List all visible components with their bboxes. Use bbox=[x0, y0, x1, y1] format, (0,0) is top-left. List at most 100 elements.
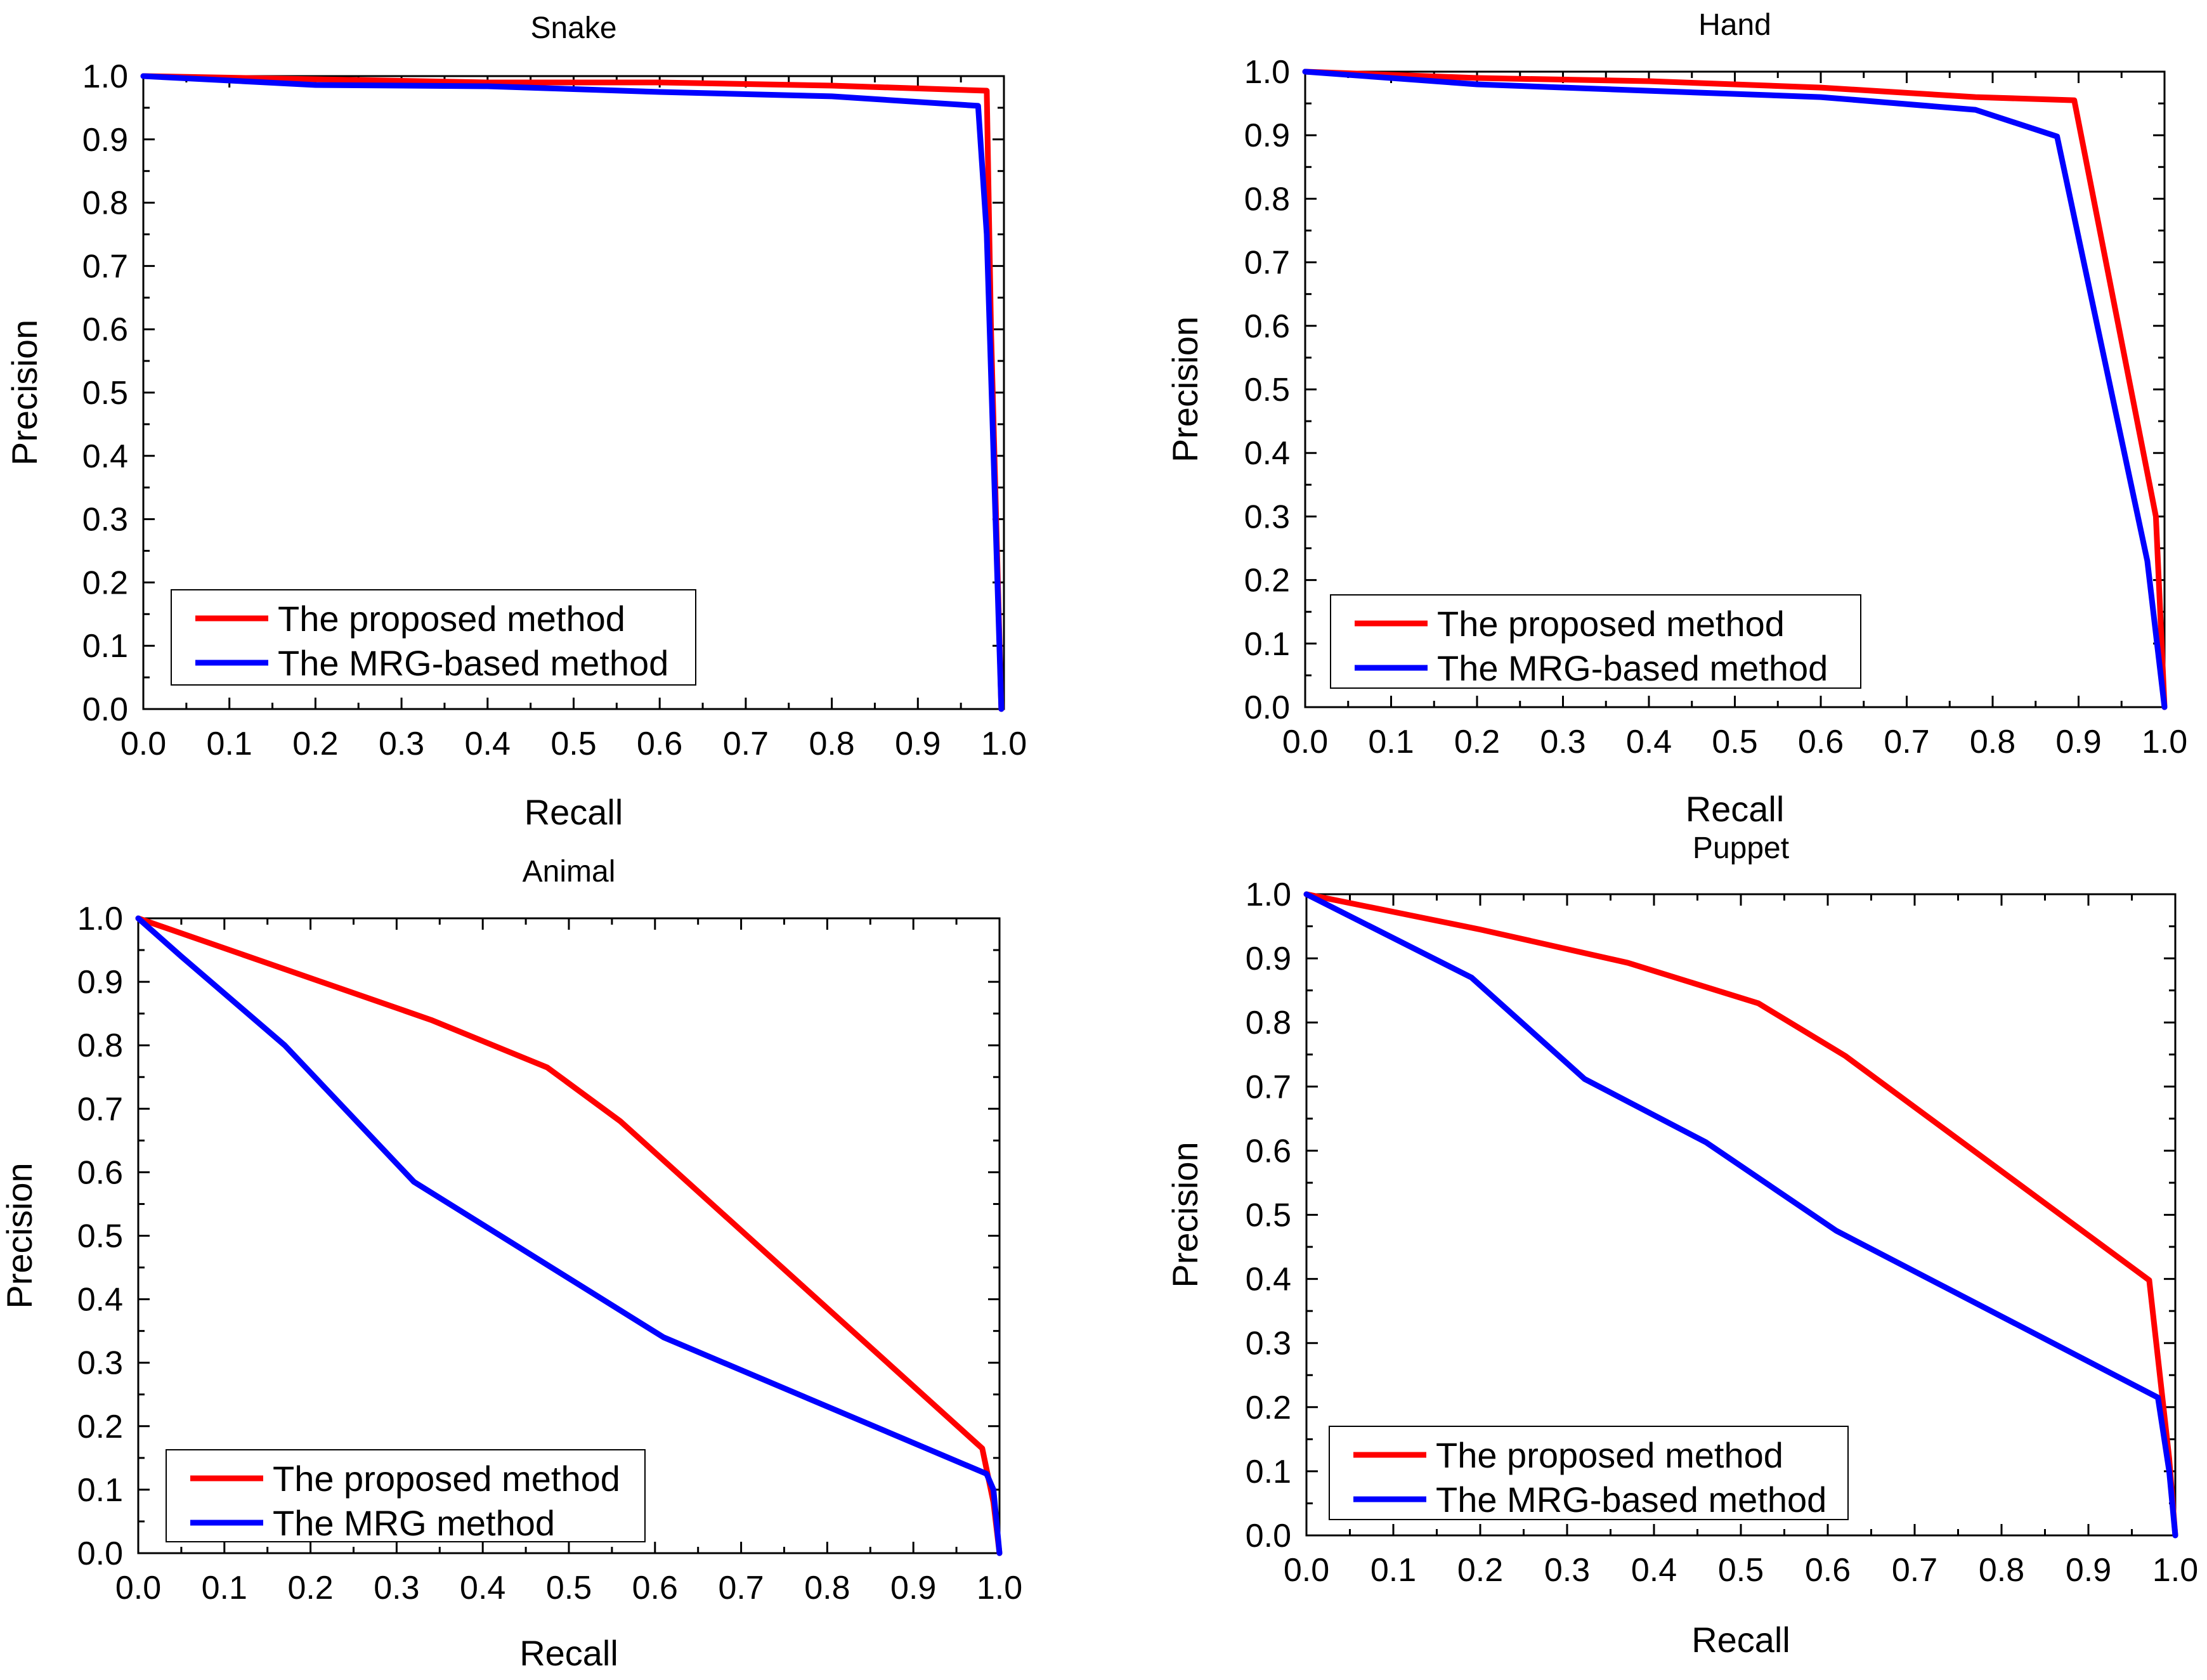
x-tick-label: 0.9 bbox=[2066, 1552, 2111, 1589]
x-tick-label: 0.7 bbox=[723, 726, 769, 762]
x-tick-label: 0.5 bbox=[550, 726, 596, 762]
x-tick-label: 0.9 bbox=[895, 726, 941, 762]
y-tick-label: 0.5 bbox=[77, 1218, 123, 1255]
y-tick-label: 0.2 bbox=[1246, 1390, 1291, 1426]
x-tick-label: 0.8 bbox=[1979, 1552, 2024, 1589]
y-tick-label: 0.7 bbox=[1246, 1069, 1291, 1105]
x-tick-label: 0.3 bbox=[379, 726, 424, 762]
x-tick-label: 0.9 bbox=[890, 1570, 936, 1606]
x-tick-label: 0.0 bbox=[115, 1570, 161, 1606]
y-axis-label: Precision bbox=[1165, 316, 1205, 462]
x-tick-label: 0.2 bbox=[1454, 724, 1500, 760]
chart-title: Snake bbox=[530, 11, 616, 45]
x-tick-label: 0.4 bbox=[465, 726, 511, 762]
y-tick-label: 0.3 bbox=[1244, 498, 1290, 535]
y-tick-label: 0.8 bbox=[77, 1027, 123, 1064]
x-tick-label: 0.5 bbox=[1712, 724, 1757, 760]
series-line-mrg bbox=[135, 915, 1003, 1556]
y-tick-label: 0.7 bbox=[1244, 245, 1290, 282]
x-tick-label: 0.8 bbox=[809, 726, 854, 762]
legend-box bbox=[1330, 594, 1861, 689]
x-tick-label: 0.4 bbox=[1626, 724, 1672, 760]
x-tick-label: 0.5 bbox=[546, 1570, 592, 1606]
chart-title: Hand bbox=[1698, 8, 1771, 42]
x-tick-label: 0.8 bbox=[1970, 724, 2015, 760]
series-line-mrg bbox=[1303, 891, 2178, 1539]
x-tick-label: 0.2 bbox=[292, 726, 338, 762]
chart-title: Animal bbox=[523, 855, 616, 889]
x-tick-label: 0.0 bbox=[1284, 1552, 1329, 1589]
chart-panel-animal: 0.0 0.1 0.2 0.3 0.4 0.5 0.6 0.7 0.8 0.9 1.0 0.0 0.1 0… bbox=[0, 855, 1022, 1673]
x-tick-label: 0.0 bbox=[120, 726, 166, 762]
y-tick-label: 0.6 bbox=[1244, 308, 1290, 345]
x-axis-label: Recall bbox=[524, 792, 623, 832]
x-tick-label: 0.0 bbox=[1282, 724, 1328, 760]
x-axis-label: Recall bbox=[1686, 789, 1785, 829]
y-tick-label: 0.5 bbox=[1246, 1197, 1291, 1234]
x-tick-label: 1.0 bbox=[977, 1570, 1022, 1606]
x-tick-label: 0.6 bbox=[632, 1570, 678, 1606]
y-tick-label: 0.9 bbox=[82, 122, 128, 159]
legend-label: The MRG method bbox=[273, 1503, 555, 1543]
legend-label: The proposed method bbox=[1436, 1435, 1783, 1475]
y-tick-label: 0.5 bbox=[1244, 372, 1290, 408]
legend-label: The proposed method bbox=[273, 1459, 620, 1499]
y-tick-label: 1.0 bbox=[77, 901, 123, 937]
y-tick-label: 0.4 bbox=[82, 438, 128, 475]
x-tick-label: 0.2 bbox=[1457, 1552, 1503, 1589]
x-tick-label: 0.6 bbox=[637, 726, 682, 762]
y-tick-label: 0.1 bbox=[77, 1472, 123, 1509]
x-tick-label: 1.0 bbox=[2142, 724, 2187, 760]
x-tick-label: 0.9 bbox=[2055, 724, 2101, 760]
legend-label: The proposed method bbox=[278, 599, 625, 639]
series-line-proposed bbox=[1302, 68, 2168, 710]
y-tick-label: 0.4 bbox=[1244, 435, 1290, 472]
y-tick-label: 0.6 bbox=[1246, 1133, 1291, 1169]
x-tick-label: 0.6 bbox=[1798, 724, 1844, 760]
y-tick-label: 0.9 bbox=[1246, 941, 1291, 977]
series-line-proposed bbox=[1303, 891, 2178, 1539]
y-tick-label: 0.7 bbox=[77, 1091, 123, 1128]
chart-title: Puppet bbox=[1693, 831, 1789, 865]
y-tick-label: 0.2 bbox=[82, 564, 128, 601]
x-tick-label: 0.1 bbox=[202, 1570, 247, 1606]
chart-panel-puppet: 0.0 0.1 0.2 0.3 0.4 0.5 0.6 0.7 0.8 0.9 1.0 0.0 0.1 0… bbox=[1165, 831, 2198, 1660]
x-tick-label: 1.0 bbox=[2152, 1552, 2198, 1589]
x-tick-label: 0.3 bbox=[1540, 724, 1585, 760]
x-tick-label: 0.2 bbox=[287, 1570, 333, 1606]
y-tick-label: 0.4 bbox=[77, 1282, 123, 1319]
legend: The proposed method The MRG-based method bbox=[1329, 1426, 1849, 1520]
x-tick-label: 0.4 bbox=[460, 1570, 505, 1606]
legend-box bbox=[1329, 1426, 1849, 1520]
legend-box bbox=[166, 1449, 646, 1542]
x-tick-label: 0.7 bbox=[1884, 724, 1929, 760]
legend-label: The proposed method bbox=[1437, 604, 1785, 644]
y-tick-label: 1.0 bbox=[1246, 876, 1291, 913]
x-tick-label: 1.0 bbox=[981, 726, 1027, 762]
x-tick-label: 0.7 bbox=[1892, 1552, 1937, 1589]
legend-label: The MRG-based method bbox=[1436, 1480, 1826, 1520]
series-line-mrg bbox=[1302, 68, 2168, 710]
x-tick-label: 0.7 bbox=[718, 1570, 764, 1606]
y-tick-label: 0.3 bbox=[1246, 1325, 1291, 1362]
y-tick-label: 0.1 bbox=[1244, 626, 1290, 663]
y-tick-label: 0.7 bbox=[82, 248, 128, 285]
y-tick-label: 0.8 bbox=[82, 185, 128, 222]
series-line-mrg bbox=[140, 73, 1005, 712]
chart-panel-snake: 0.0 0.1 0.2 0.3 0.4 0.5 0.6 0.7 0.8 0.9 1.0 0.0 0.1 0… bbox=[4, 11, 1027, 832]
y-tick-label: 1.0 bbox=[1244, 54, 1290, 91]
y-tick-label: 0.3 bbox=[82, 502, 128, 538]
y-tick-label: 0.8 bbox=[1246, 1005, 1291, 1041]
y-tick-label: 0.0 bbox=[77, 1535, 123, 1572]
y-axis-label: Precision bbox=[0, 1162, 39, 1308]
x-tick-label: 0.1 bbox=[207, 726, 252, 762]
y-tick-label: 0.5 bbox=[82, 375, 128, 412]
x-tick-label: 0.4 bbox=[1631, 1552, 1677, 1589]
x-axis-label: Recall bbox=[1691, 1620, 1790, 1660]
legend-box bbox=[171, 589, 696, 686]
x-tick-label: 0.5 bbox=[1718, 1552, 1764, 1589]
